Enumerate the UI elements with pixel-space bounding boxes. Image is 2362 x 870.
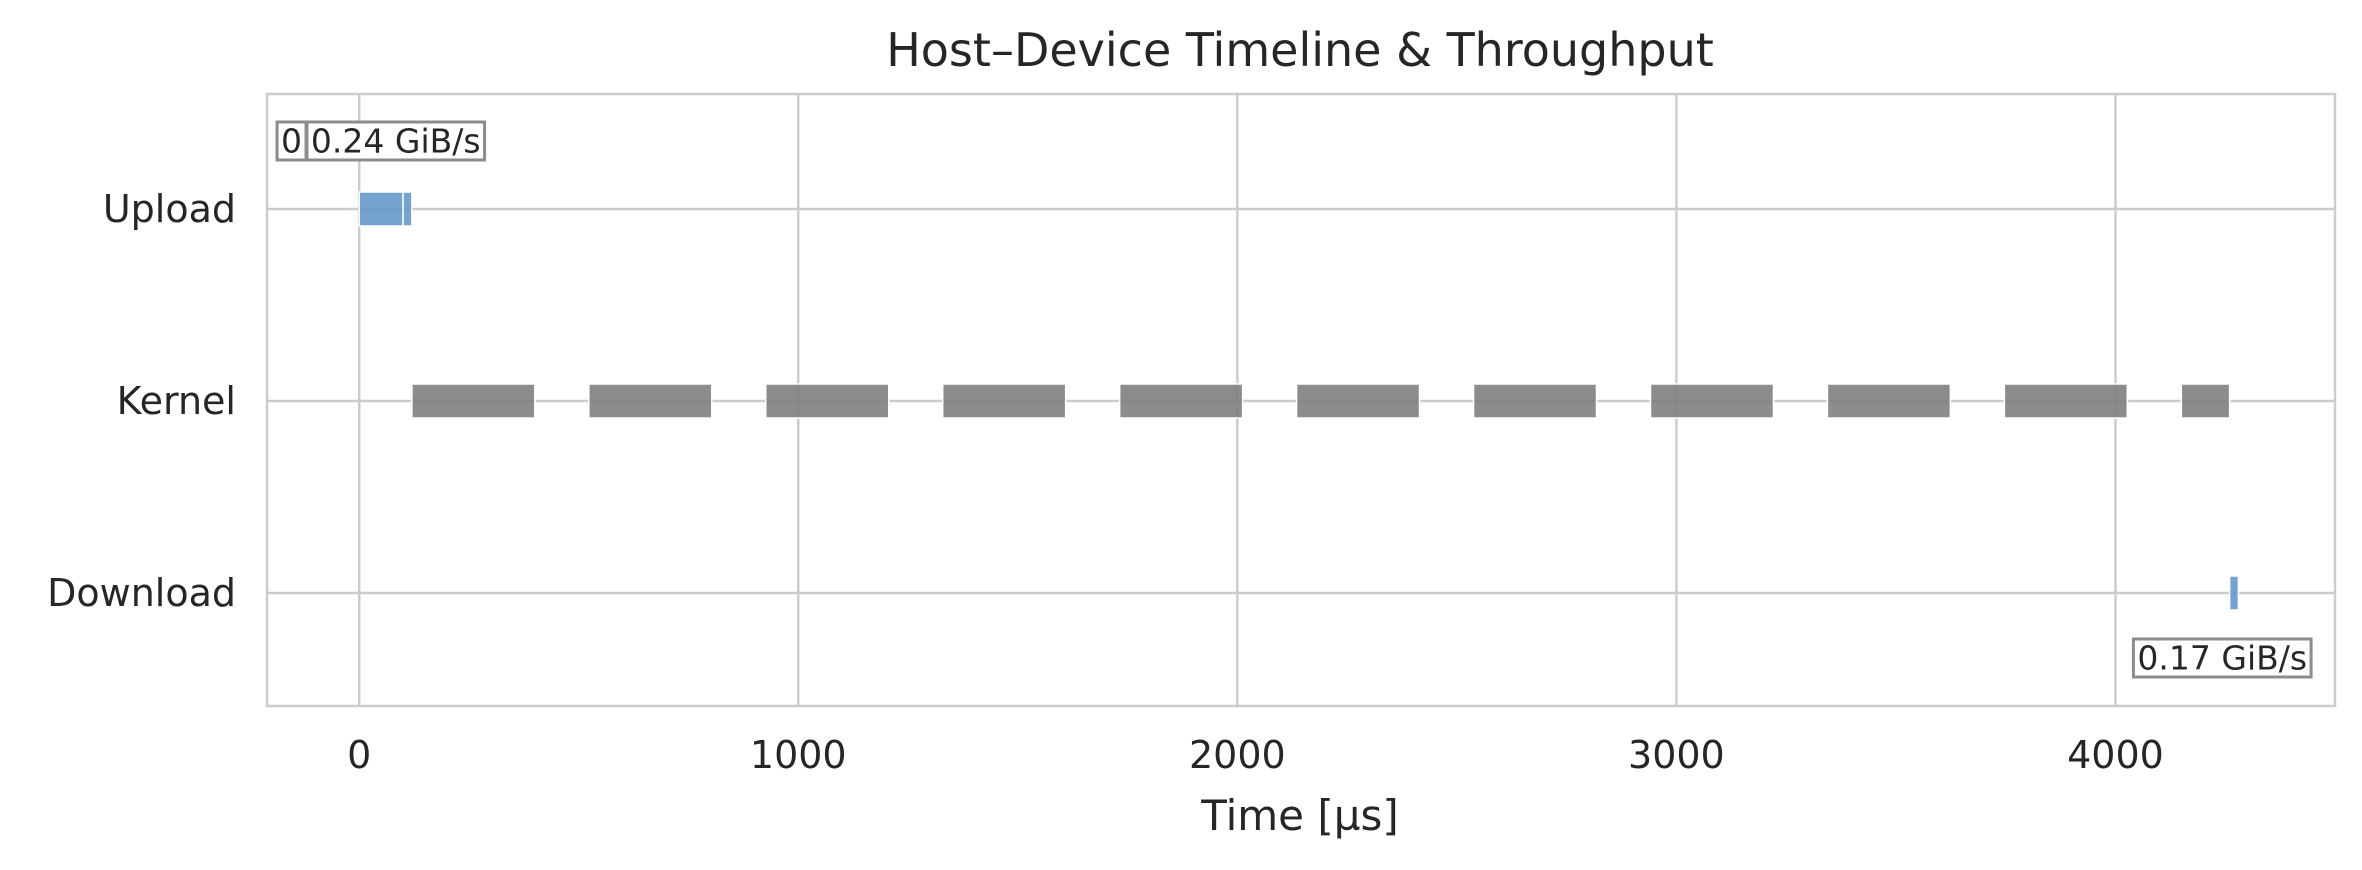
kernel-segment — [2003, 383, 2129, 419]
annotation-box — [305, 120, 487, 162]
x-tick-label: 2000 — [1189, 733, 1286, 777]
chart-title: Host–Device Timeline & Throughput — [886, 23, 1714, 77]
kernel-segment — [1295, 383, 1421, 419]
lane-label-kernel: Kernel — [117, 379, 236, 423]
throughput-annotation: 0 — [275, 120, 308, 162]
lane-label-upload: Upload — [103, 187, 236, 231]
annotation-label: 0.17 GiB/s — [2137, 639, 2307, 678]
kernel-segment — [588, 383, 713, 419]
upload-segment — [358, 191, 404, 227]
plot-frame — [265, 92, 2337, 708]
kernel-segment — [765, 383, 890, 419]
annotation-label: 0 — [281, 122, 302, 161]
x-tick-labels: 0 1000 2000 3000 4000 — [347, 733, 2164, 777]
kernel-segment — [1649, 383, 1775, 419]
throughput-annotation: 0.17 GiB/s — [2131, 637, 2313, 679]
kernel-segment — [1472, 383, 1598, 419]
x-tick-label: 3000 — [1628, 733, 1725, 777]
throughput-annotations: 0 0.24 GiB/s 0.17 GiB/s — [275, 120, 2313, 679]
lane-label-download: Download — [47, 571, 236, 615]
x-tick-label: 1000 — [750, 733, 847, 777]
kernel-segment — [411, 383, 536, 419]
lane-labels: Upload Kernel Download — [47, 187, 236, 615]
kernel-segment — [2180, 383, 2231, 419]
kernel-segment — [1826, 383, 1952, 419]
upload-segment — [402, 191, 413, 227]
x-axis-label: Time [µs] — [1200, 791, 1399, 840]
annotation-box — [2131, 637, 2313, 679]
kernel-segment — [941, 383, 1067, 419]
x-tick-label: 4000 — [2067, 733, 2164, 777]
annotation-label: 0.24 GiB/s — [311, 122, 481, 161]
download-segment — [2228, 575, 2240, 611]
timeline-bars — [358, 191, 2240, 611]
x-tick-label: 0 — [347, 733, 371, 777]
kernel-segment — [1118, 383, 1244, 419]
throughput-annotation: 0.24 GiB/s — [305, 120, 487, 162]
